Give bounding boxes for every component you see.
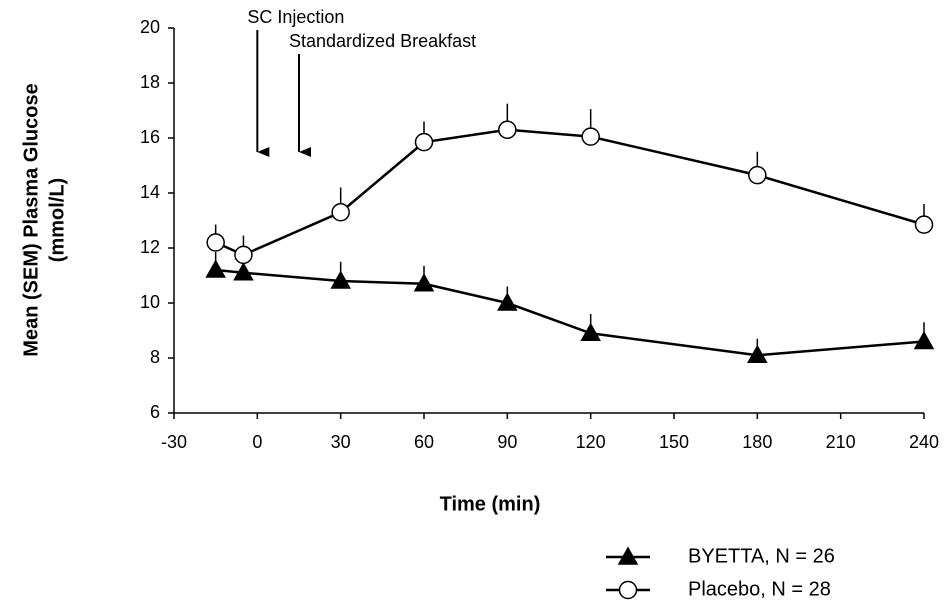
y-axis-label: Mean (SEM) Plasma Glucose xyxy=(20,83,42,356)
data-point xyxy=(498,120,517,139)
data-point xyxy=(581,127,600,146)
annotation: Standardized Breakfast xyxy=(289,31,476,51)
series-line xyxy=(215,128,925,257)
data-point xyxy=(747,344,768,363)
series-line xyxy=(215,268,925,357)
legend-marker xyxy=(617,546,639,565)
data-point xyxy=(497,292,518,311)
data-point xyxy=(233,262,254,281)
x-tick-label: 210 xyxy=(826,432,856,452)
data-point xyxy=(330,270,351,289)
x-tick-label: 150 xyxy=(659,432,689,452)
y-tick-label: 6 xyxy=(150,402,160,422)
data-point xyxy=(414,132,434,152)
data-point xyxy=(413,273,435,292)
annotation: SC Injection xyxy=(247,7,344,27)
data-point xyxy=(913,330,935,350)
legend-marker xyxy=(618,580,638,600)
x-tick-label: 60 xyxy=(414,432,434,452)
data-point xyxy=(234,245,253,265)
y-axis-label: (mmol/L) xyxy=(46,178,68,262)
y-tick-label: 20 xyxy=(140,17,160,37)
y-tick-label: 14 xyxy=(140,182,160,202)
data-point xyxy=(580,322,601,341)
legend-label: Placebo, N = 28 xyxy=(688,578,831,600)
x-axis-label: Time (min) xyxy=(440,493,541,515)
data-point xyxy=(206,233,225,252)
y-tick-label: 16 xyxy=(140,127,160,147)
x-tick-label: 30 xyxy=(331,432,351,452)
data-point xyxy=(914,215,934,234)
y-tick-label: 12 xyxy=(140,237,160,257)
x-tick-label: 240 xyxy=(909,432,939,452)
y-tick-label: 8 xyxy=(150,347,160,367)
x-tick-label: 120 xyxy=(576,432,606,452)
x-tick-label: -30 xyxy=(161,432,187,452)
x-tick-label: 180 xyxy=(742,432,772,452)
x-tick-label: 0 xyxy=(252,432,262,452)
legend-label: BYETTA, N = 26 xyxy=(688,545,835,567)
data-point xyxy=(748,165,767,185)
x-tick-label: 90 xyxy=(497,432,517,452)
y-tick-label: 10 xyxy=(140,292,160,312)
data-point xyxy=(331,203,350,222)
y-tick-label: 18 xyxy=(140,72,160,92)
data-point xyxy=(205,259,226,278)
